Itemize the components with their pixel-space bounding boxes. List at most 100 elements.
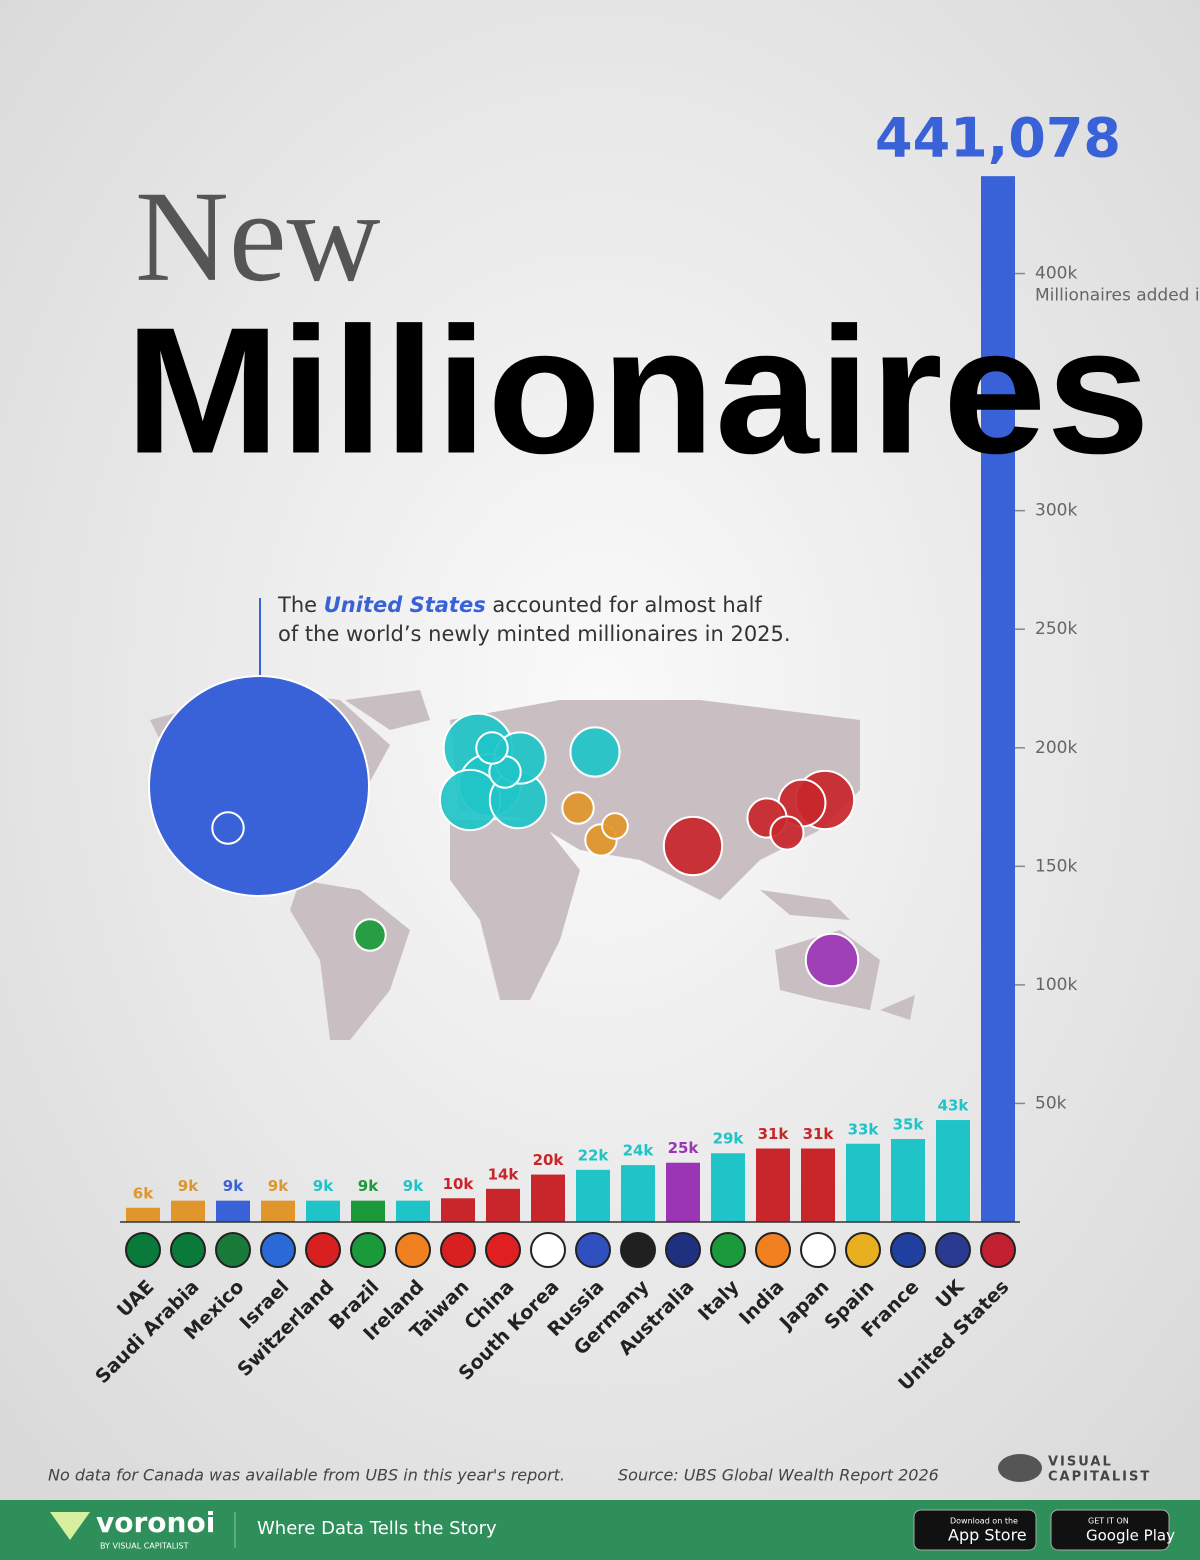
bar [666,1162,700,1222]
bar [351,1200,385,1222]
bar [891,1139,925,1222]
app-store-label: App Store [948,1526,1027,1545]
flag [710,1232,746,1268]
value-label: 9k [223,1177,244,1195]
value-label: 29k [713,1130,745,1148]
bar [711,1153,745,1222]
value-label: 24k [623,1142,655,1160]
footnote: No data for Canada was available from UB… [48,1466,565,1485]
map-bubble [769,815,805,851]
annotation-highlight: United States [324,593,486,617]
bar [621,1165,655,1222]
map-bubble [353,918,387,952]
flag [440,1232,476,1268]
value-label: 9k [268,1177,289,1195]
value-label: 33k [848,1120,880,1138]
map-bubble [662,815,724,877]
annotation-line: of the world’s newly minted millionaires… [278,622,791,646]
value-label: 9k [313,1177,334,1195]
logo-text: VISUAL [1048,1455,1113,1470]
bar [306,1200,340,1222]
value-label: 10k [443,1175,475,1193]
map-bubble [148,675,370,897]
annotation: The United States accounted for almost h… [277,593,762,617]
map-bubble [211,811,245,845]
flag [755,1232,791,1268]
brand: voronoi [96,1506,215,1539]
map-bubble [601,812,629,840]
value-label: 9k [178,1177,199,1195]
map-bubble [475,731,509,765]
flag [485,1232,521,1268]
y-tick-label: 200k [1035,738,1077,758]
brand-icon [50,1512,90,1540]
flag [215,1232,251,1268]
source: Source: UBS Global Wealth Report 2026 [618,1466,939,1485]
annotation-prefix: The [277,593,317,617]
value-label: 441,078 [875,107,1121,170]
y-tick-label: 300k [1035,501,1077,521]
y-tick-label: 50k [1035,1093,1067,1113]
bar [936,1120,970,1222]
bar [531,1174,565,1222]
google-play-label: Google Play [1086,1527,1175,1545]
y-tick-label: 400k [1035,264,1077,284]
map-bubble [561,791,595,825]
google-play-button[interactable] [1050,1509,1170,1551]
bar [441,1198,475,1222]
bar [576,1169,610,1222]
flag [800,1232,836,1268]
bar [126,1207,160,1222]
value-label: 14k [488,1165,520,1183]
bar [981,176,1015,1223]
value-label: 20k [533,1151,565,1169]
flag [620,1232,656,1268]
bar [171,1200,205,1222]
bar [756,1148,790,1222]
flag [890,1232,926,1268]
y-axis-label: Millionaires added in 2025 [1035,286,1200,306]
brand-sub: BY VISUAL CAPITALIST [100,1542,189,1551]
map-bubble [804,932,860,988]
value-label: 31k [758,1125,790,1143]
flag [350,1232,386,1268]
app-store-small: Download on the [950,1517,1018,1526]
value-label: 9k [358,1177,379,1195]
bar [801,1148,835,1222]
bar [846,1143,880,1222]
flag [575,1232,611,1268]
y-tick-label: 150k [1035,856,1077,876]
value-label: 22k [578,1146,610,1164]
tagline: Where Data Tells the Story [257,1518,497,1539]
value-label: 31k [803,1125,835,1143]
app-store-button[interactable] [913,1509,1037,1551]
value-label: 6k [133,1184,154,1202]
flag [665,1232,701,1268]
flag [980,1232,1016,1268]
flag [845,1232,881,1268]
flag [305,1232,341,1268]
google-play-small: GET IT ON [1088,1517,1129,1526]
flag [935,1232,971,1268]
flag [170,1232,206,1268]
logo-text: CAPITALIST [1048,1470,1151,1485]
flag [395,1232,431,1268]
chart-title: New [135,165,381,309]
flag [530,1232,566,1268]
value-label: 43k [938,1097,970,1115]
logo-icon [998,1454,1042,1482]
value-label: 9k [403,1177,424,1195]
annotation-line: accounted for almost half [492,593,762,617]
flag [125,1232,161,1268]
y-tick-label: 250k [1035,619,1077,639]
flag [260,1232,296,1268]
value-label: 25k [668,1139,700,1157]
y-tick-label: 100k [1035,975,1077,995]
map-bubble [569,726,621,778]
bar [261,1200,295,1222]
bar [216,1200,250,1222]
chart-title-main: Millionaires [125,291,1150,492]
bar [396,1200,430,1222]
value-label: 35k [893,1116,925,1134]
